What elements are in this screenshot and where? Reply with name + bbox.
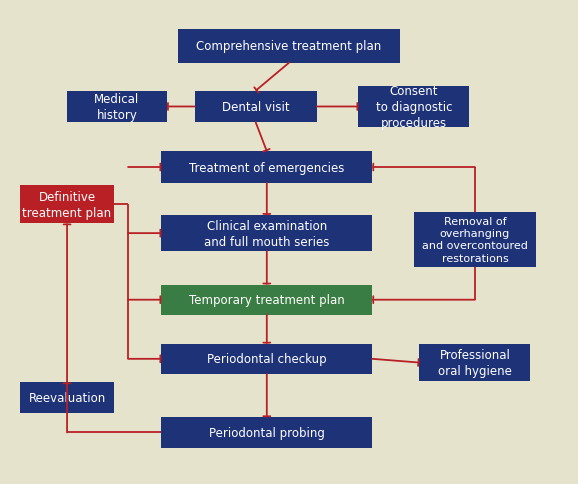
Text: Definitive
treatment plan: Definitive treatment plan bbox=[23, 190, 112, 219]
FancyBboxPatch shape bbox=[161, 285, 372, 315]
Text: Medical
history: Medical history bbox=[94, 93, 140, 121]
Text: Removal of
overhanging
and overcontoured
restorations: Removal of overhanging and overcontoured… bbox=[422, 216, 528, 263]
FancyBboxPatch shape bbox=[414, 212, 536, 267]
FancyBboxPatch shape bbox=[161, 152, 372, 183]
Text: Treatment of emergencies: Treatment of emergencies bbox=[189, 161, 344, 174]
Text: Periodontal checkup: Periodontal checkup bbox=[207, 353, 327, 365]
FancyBboxPatch shape bbox=[20, 186, 114, 224]
FancyBboxPatch shape bbox=[67, 91, 167, 123]
FancyBboxPatch shape bbox=[420, 344, 531, 381]
Text: Consent
to diagnostic
procedures: Consent to diagnostic procedures bbox=[376, 85, 452, 130]
FancyBboxPatch shape bbox=[358, 86, 469, 128]
FancyBboxPatch shape bbox=[195, 91, 317, 123]
Text: Periodontal probing: Periodontal probing bbox=[209, 426, 325, 439]
Text: Comprehensive treatment plan: Comprehensive treatment plan bbox=[197, 40, 381, 53]
Text: Clinical examination
and full mouth series: Clinical examination and full mouth seri… bbox=[204, 219, 329, 248]
Text: Dental visit: Dental visit bbox=[222, 101, 290, 114]
FancyBboxPatch shape bbox=[178, 30, 400, 63]
FancyBboxPatch shape bbox=[161, 215, 372, 252]
FancyBboxPatch shape bbox=[161, 344, 372, 374]
Text: Reevaluation: Reevaluation bbox=[28, 391, 106, 404]
Text: Professional
oral hygiene: Professional oral hygiene bbox=[438, 348, 512, 377]
FancyBboxPatch shape bbox=[20, 382, 114, 413]
FancyBboxPatch shape bbox=[161, 417, 372, 448]
Text: Temporary treatment plan: Temporary treatment plan bbox=[189, 294, 344, 306]
